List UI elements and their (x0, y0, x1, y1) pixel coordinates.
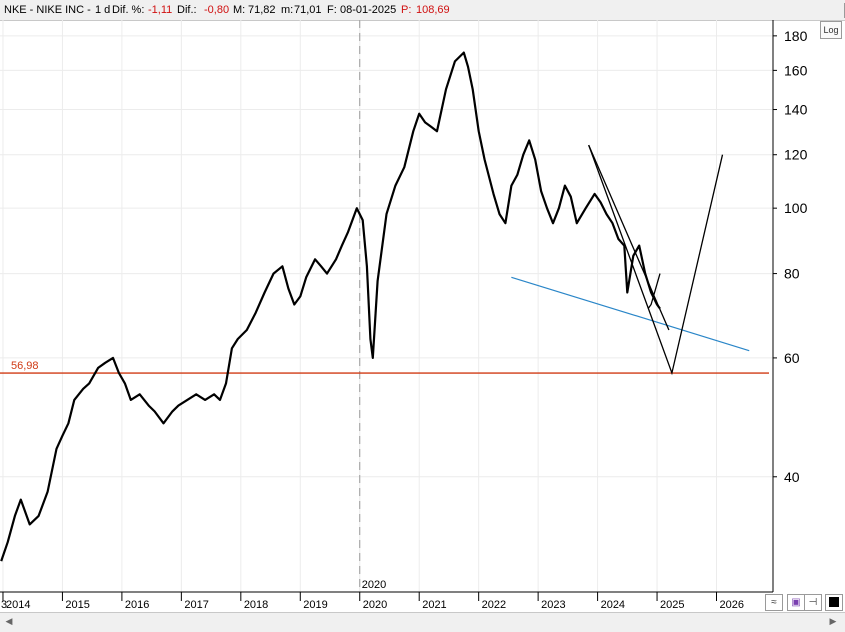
x-tick-label: 2014 (6, 599, 30, 611)
dif-label: Dif.: (177, 4, 197, 16)
max-value: 71,82 (248, 4, 276, 16)
price-line (0, 51, 661, 562)
support-label: 56,98 (11, 360, 39, 372)
period-label: 1 d (95, 4, 111, 16)
min-label: m: (281, 4, 294, 16)
drawing-tools[interactable] (588, 144, 724, 376)
x-tick-label: 2016 (125, 599, 149, 611)
symbol-label: NKE - NIKE INC - (4, 4, 91, 16)
dif-pct-label: Dif. %: (112, 4, 145, 16)
p-value: 108,69 (416, 4, 450, 16)
date-value: 08-01-2025 (340, 4, 397, 16)
projection-line (588, 144, 724, 376)
y-axis: 40 60 80 100 120 140 160 180 (773, 28, 808, 485)
x-tick-label: 2018 (244, 599, 268, 611)
pin-icon[interactable]: ⊣ (804, 594, 822, 611)
horizontal-scrollbar[interactable]: ◀ ▶ (0, 612, 845, 632)
x-tick-label: 2025 (660, 599, 684, 611)
x-axis: 2014 2015 2016 2017 2018 2019 2020 2021 2022 2023… (1, 579, 744, 611)
auto-scale-button[interactable]: ≈ (765, 594, 783, 611)
y-tick-label: 100 (784, 200, 808, 216)
color-swatch[interactable] (825, 594, 843, 611)
x-tick-label: 2015 (65, 599, 89, 611)
y-tick-label: 180 (784, 28, 808, 44)
y-tick-label: 140 (784, 102, 808, 118)
x-tick-label: 2020 (363, 599, 387, 611)
x-tick-label: 2021 (422, 599, 446, 611)
blue-support-line (511, 276, 750, 352)
scroll-left-icon[interactable]: ◀ (5, 616, 13, 626)
x-tick-label-partial: 3 (1, 599, 7, 611)
x-tick-label: 2019 (303, 599, 327, 611)
dif-pct-value: -1,11 (148, 4, 173, 16)
x-tick-label: 2024 (601, 599, 625, 611)
date-label: F: (327, 4, 337, 16)
x-tick-label: 2023 (541, 599, 565, 611)
y-tick-label: 60 (784, 350, 800, 366)
downtrend-line (588, 144, 670, 331)
x-tick-label: 2022 (482, 599, 506, 611)
price-series: 56,98 (0, 51, 769, 562)
dif-value: -0,80 (204, 4, 230, 16)
max-label: M: (233, 4, 246, 16)
save-icon[interactable]: ▣ (787, 594, 805, 611)
y-tick-label: 40 (784, 469, 800, 485)
y-tick-label: 120 (784, 147, 808, 163)
grid (0, 20, 773, 592)
log-scale-toggle[interactable]: Log (820, 21, 842, 39)
y-tick-label: 160 (784, 62, 808, 78)
x-tick-label: 2026 (720, 599, 744, 611)
short-arrow (647, 273, 661, 309)
min-value: 71,01 (294, 4, 322, 16)
p-label: P: (401, 4, 412, 16)
y-tick-label: 80 (784, 266, 800, 282)
x-tick-label: 2017 (184, 599, 208, 611)
covid-marker-label: 2020 (362, 579, 386, 591)
scroll-right-icon[interactable]: ▶ (829, 616, 837, 626)
